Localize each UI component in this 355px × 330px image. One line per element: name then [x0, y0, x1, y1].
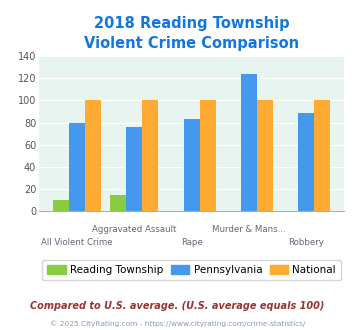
Bar [53, 200, 69, 211]
Legend: Reading Township, Pennsylvania, National: Reading Township, Pennsylvania, National [42, 260, 341, 280]
Text: Aggravated Assault: Aggravated Assault [92, 225, 176, 234]
Text: All Violent Crime: All Violent Crime [41, 238, 113, 247]
Text: Robbery: Robbery [289, 238, 324, 247]
Text: Compared to U.S. average. (U.S. average equals 100): Compared to U.S. average. (U.S. average … [30, 301, 325, 311]
Bar [257, 100, 273, 211]
Bar [69, 122, 85, 211]
Text: Rape: Rape [181, 238, 203, 247]
Bar [315, 100, 331, 211]
Bar [298, 113, 315, 211]
Text: © 2025 CityRating.com - https://www.cityrating.com/crime-statistics/: © 2025 CityRating.com - https://www.city… [50, 321, 305, 327]
Bar [126, 127, 142, 211]
Bar [142, 100, 158, 211]
Bar [200, 100, 216, 211]
Bar [85, 100, 101, 211]
Bar [184, 119, 200, 211]
Bar [241, 74, 257, 211]
Bar [110, 195, 126, 211]
Text: Murder & Mans...: Murder & Mans... [212, 225, 286, 234]
Title: 2018 Reading Township
Violent Crime Comparison: 2018 Reading Township Violent Crime Comp… [84, 16, 299, 51]
